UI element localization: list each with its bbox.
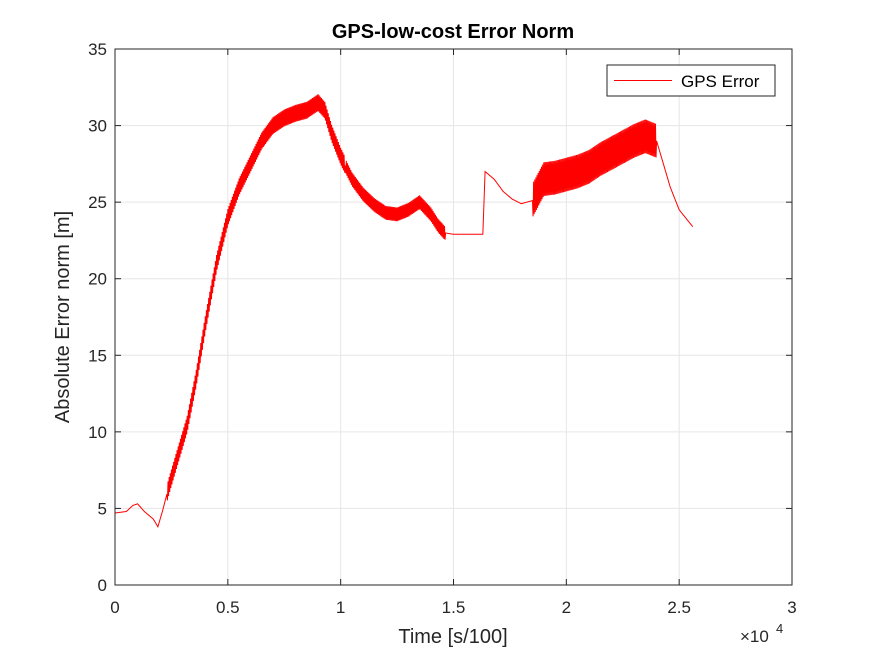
x-axis-exponent: ×10 4 <box>740 621 783 646</box>
y-tick-label: 10 <box>88 423 107 442</box>
y-tick-label: 30 <box>88 117 107 136</box>
x-axis-title: Time [s/100] <box>398 626 507 648</box>
x-tick-label: 1 <box>336 598 345 617</box>
y-tick-label: 20 <box>88 270 107 289</box>
x-tick-label: 2.5 <box>667 598 691 617</box>
y-tick-label: 35 <box>88 40 107 59</box>
chart-title: GPS-low-cost Error Norm <box>332 21 574 43</box>
y-tick-label: 25 <box>88 193 107 212</box>
y-tick-label: 15 <box>88 346 107 365</box>
x-exponent-power: 4 <box>776 621 783 636</box>
x-tick-label: 0 <box>110 598 119 617</box>
y-axis-title: Absolute Error norm [m] <box>52 211 74 423</box>
x-tick-label: 0.5 <box>216 598 240 617</box>
y-tick-label: 0 <box>98 576 107 595</box>
series-layer <box>114 94 694 529</box>
y-tick-label: 5 <box>98 499 107 518</box>
x-tick-label: 1.5 <box>442 598 466 617</box>
legend: GPS Error <box>606 64 776 97</box>
series-line-gps-error <box>114 94 694 529</box>
x-tick-label: 3 <box>787 598 796 617</box>
legend-label: GPS Error <box>681 72 760 91</box>
x-exponent-base: ×10 <box>740 627 769 646</box>
x-tick-label: 2 <box>562 598 571 617</box>
